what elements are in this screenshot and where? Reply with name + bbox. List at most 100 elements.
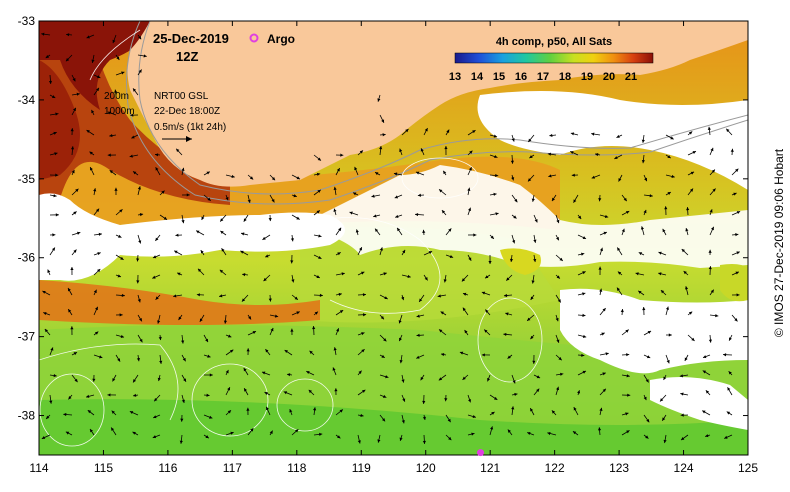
current-arrowhead — [556, 275, 560, 279]
current-arrowhead — [70, 326, 74, 330]
warm-shelf-band — [39, 280, 320, 325]
current-arrowhead — [605, 352, 609, 356]
current-arrowhead — [514, 392, 518, 397]
current-arrowhead — [690, 171, 695, 175]
current-arrowhead — [668, 333, 672, 337]
current-arrowhead — [291, 279, 295, 283]
current-arrowhead — [472, 130, 476, 134]
current-arrowhead — [570, 151, 574, 155]
current-arrowhead — [666, 360, 670, 364]
current-arrowhead — [241, 232, 245, 236]
current-arrowhead — [317, 189, 321, 193]
current-arrowhead — [379, 247, 383, 251]
current-arrowhead — [527, 178, 532, 182]
current-arrowhead — [94, 331, 99, 335]
current-arrowhead — [407, 274, 411, 278]
current-arrowhead — [688, 131, 693, 135]
current-arrowhead — [443, 170, 447, 175]
current-arrowhead — [449, 255, 454, 259]
isobath-label-1000m: 1000m — [104, 106, 135, 117]
current-arrowhead — [469, 150, 473, 154]
current-arrowhead — [227, 334, 232, 338]
current-arrowhead — [45, 55, 50, 59]
current-arrowhead — [53, 373, 57, 378]
current-arrowhead — [225, 369, 229, 374]
current-arrowhead — [161, 190, 165, 194]
current-arrowhead — [557, 299, 561, 303]
current-arrowhead — [90, 167, 93, 171]
current-arrowhead — [241, 298, 246, 302]
current-arrowhead — [736, 211, 741, 215]
current-arrowhead — [530, 335, 534, 340]
current-arrowhead — [422, 416, 426, 420]
current-arrowhead — [333, 347, 337, 351]
current-arrowhead — [511, 138, 515, 142]
current-arrowhead — [626, 430, 630, 434]
current-arrowhead — [384, 296, 388, 300]
current-arrowhead — [89, 151, 93, 155]
current-arrowhead — [493, 134, 498, 138]
current-arrowhead — [602, 388, 606, 393]
current-arrowhead — [726, 128, 730, 133]
current-arrowhead — [249, 176, 254, 180]
current-arrowhead — [70, 146, 75, 150]
current-arrowhead — [422, 440, 426, 444]
current-arrowhead — [724, 435, 728, 439]
current-arrowhead — [547, 431, 551, 436]
current-arrowhead — [617, 247, 621, 251]
map-date: 25-Dec-2019 — [153, 31, 229, 46]
current-arrowhead — [555, 317, 559, 322]
current-arrowhead — [306, 371, 310, 375]
current-arrowhead — [295, 429, 299, 433]
current-arrowhead — [448, 228, 452, 232]
current-arrowhead — [111, 410, 115, 414]
current-arrowhead — [416, 355, 420, 359]
current-arrowhead — [507, 429, 511, 433]
current-arrowhead — [316, 172, 321, 176]
current-arrowhead — [319, 432, 323, 436]
current-arrowhead — [296, 311, 300, 315]
current-arrowhead — [136, 358, 141, 362]
current-arrowhead — [182, 357, 186, 362]
current-arrowhead — [514, 198, 518, 203]
current-arrowhead — [560, 372, 564, 376]
current-arrowhead — [377, 439, 381, 443]
current-arrowhead — [317, 157, 321, 161]
current-arrowhead — [582, 236, 587, 239]
current-arrowhead — [49, 400, 53, 404]
current-arrowhead — [643, 396, 647, 401]
current-arrowhead — [604, 214, 609, 219]
current-arrowhead — [41, 32, 45, 36]
current-arrowhead — [133, 379, 137, 383]
current-arrowhead — [341, 272, 345, 276]
current-arrowhead — [727, 387, 731, 391]
current-arrowhead — [581, 353, 585, 357]
current-arrowhead — [231, 174, 235, 178]
current-arrowhead — [360, 413, 364, 418]
current-arrowhead — [199, 318, 203, 322]
current-arrowhead — [511, 177, 515, 181]
current-arrowhead — [617, 271, 622, 275]
current-arrowhead — [183, 378, 187, 382]
lon-tick-label: 118 — [287, 461, 306, 475]
current-arrowhead — [735, 271, 739, 275]
contour-lines — [39, 29, 543, 447]
current-arrowhead — [137, 186, 141, 190]
current-arrowhead — [46, 415, 50, 419]
current-arrowhead — [357, 440, 361, 444]
plot-frame — [38, 20, 749, 456]
current-arrowhead — [133, 171, 137, 175]
lat-tick-label: -36 — [18, 251, 36, 265]
current-arrowhead — [707, 126, 711, 130]
current-arrowhead — [55, 112, 59, 116]
imos-credit: © IMOS 27-Dec-2019 09:06 Hobart — [772, 148, 786, 337]
current-arrowhead — [591, 132, 595, 136]
current-arrowhead — [55, 213, 59, 217]
current-arrowhead — [152, 435, 157, 439]
current-arrowhead — [47, 269, 51, 273]
current-arrowhead — [531, 280, 535, 284]
current-arrowhead — [131, 135, 135, 139]
current-arrowhead — [710, 226, 714, 231]
current-arrowhead — [401, 296, 405, 301]
current-arrowhead — [420, 376, 424, 381]
